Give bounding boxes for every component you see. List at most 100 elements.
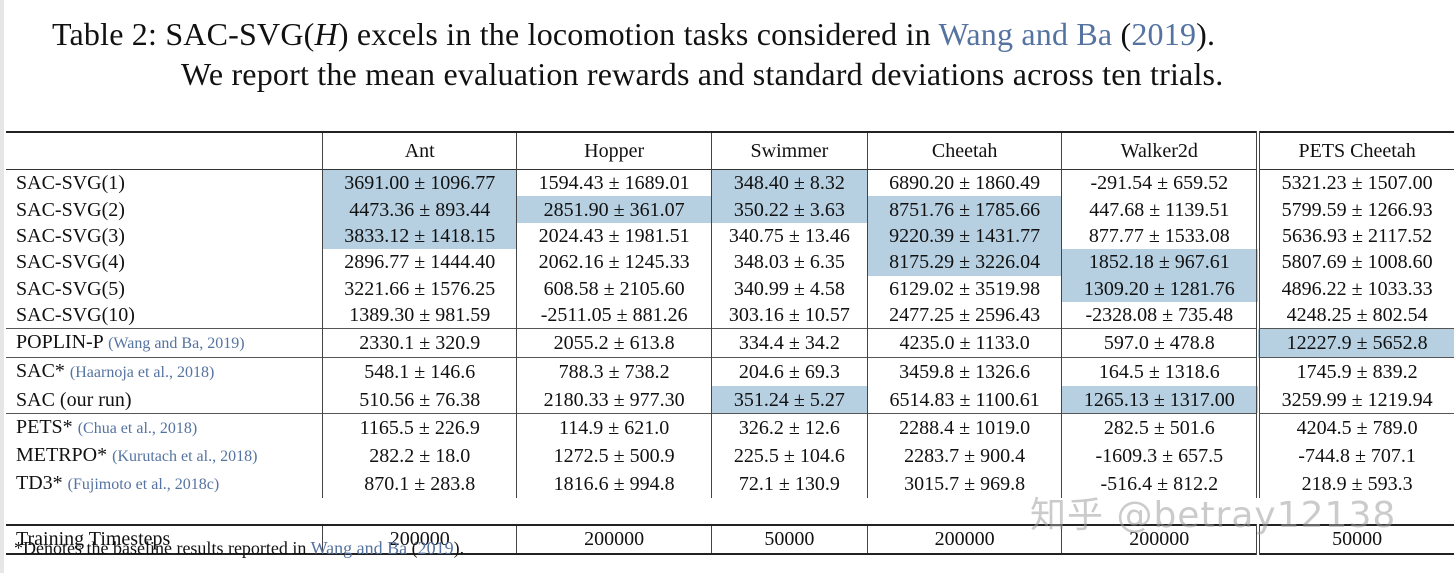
- citation-link[interactable]: Wang and Ba: [938, 16, 1113, 52]
- method-name: SAC-SVG(3): [16, 224, 125, 247]
- value-cell: 510.56 ± 76.38: [321, 386, 517, 414]
- citation-year-link[interactable]: 2019: [1131, 16, 1197, 52]
- value-cell: 6129.02 ± 3519.98: [866, 275, 1062, 302]
- value-cell: -2328.08 ± 735.48: [1061, 301, 1259, 329]
- value-cell: 447.68 ± 1139.51: [1061, 196, 1259, 223]
- value-cell: 2330.1 ± 320.9: [321, 328, 517, 358]
- value-cell: 4896.22 ± 1033.33: [1256, 275, 1454, 302]
- timesteps-value: 200000: [516, 524, 712, 555]
- method-name-cell: SAC (our run): [6, 386, 323, 413]
- value-cell: 1816.6 ± 994.8: [516, 469, 712, 498]
- value-cell: -744.8 ± 707.1: [1256, 441, 1454, 470]
- table-row: SAC-SVG(1) 3691.00 ± 1096.77 1594.43 ± 168…: [6, 169, 1454, 197]
- method-name: SAC-SVG(2): [16, 198, 125, 221]
- method-citation-link[interactable]: (Fujimoto et al., 2018c): [67, 475, 220, 493]
- training-timesteps-row: Training Timesteps 200000 200000 50000 20000…: [6, 524, 1454, 555]
- table-row: POPLIN-P (Wang and Ba, 2019) 2330.1 ± 320…: [6, 328, 1454, 358]
- value-cell: 597.0 ± 478.8: [1061, 328, 1259, 358]
- value-cell: 1165.5 ± 226.9: [321, 412, 517, 442]
- value-cell: 2180.33 ± 977.30: [516, 386, 712, 414]
- method-citation-link[interactable]: (Haarnoja et al., 2018): [69, 364, 215, 382]
- table-body: SAC-SVG(1) 3691.00 ± 1096.77 1594.43 ± 168…: [6, 169, 1454, 555]
- value-cell: 282.2 ± 18.0: [321, 441, 517, 470]
- table-row: SAC-SVG(3) 3833.12 ± 1418.15 2024.43 ± 198…: [6, 222, 1454, 250]
- highlighted-value-cell: 3691.00 ± 1096.77: [321, 169, 517, 197]
- highlighted-value-cell: 12227.9 ± 5652.8: [1256, 328, 1454, 358]
- highlighted-value-cell: 350.22 ± 3.63: [710, 196, 868, 223]
- highlighted-value-cell: 8751.76 ± 1785.66: [866, 196, 1062, 223]
- value-cell: 548.1 ± 146.6: [321, 357, 517, 387]
- table-row: PETS* (Chua et al., 2018) 1165.5 ± 226.9 1…: [6, 412, 1454, 442]
- method-name: POPLIN-P: [16, 331, 104, 354]
- value-cell: -2511.05 ± 881.26: [516, 301, 712, 329]
- method-name-cell: SAC-SVG(3): [6, 223, 323, 249]
- method-name-cell: SAC-SVG(5): [6, 276, 323, 302]
- table-row: TD3* (Fujimoto et al., 2018c) 870.1 ± 283…: [6, 469, 1454, 498]
- value-cell: 164.5 ± 1318.6: [1061, 357, 1259, 387]
- method-name-cell: PETS* (Chua et al., 2018): [6, 412, 323, 442]
- value-cell: 4235.0 ± 1133.0: [866, 328, 1062, 358]
- column-header-pets-cheetah: PETS Cheetah: [1256, 132, 1454, 170]
- footnote-citation-link[interactable]: Wang and Ba: [310, 538, 408, 558]
- method-name: METRPO*: [16, 443, 108, 466]
- column-header-ant: Ant: [321, 132, 517, 170]
- value-cell: 1745.9 ± 839.2: [1256, 357, 1454, 387]
- value-cell: 877.77 ± 1533.08: [1061, 222, 1259, 250]
- results-table: Ant Hopper Swimmer Cheetah Walker2d PETS Chee…: [6, 131, 1454, 555]
- highlighted-value-cell: 1265.13 ± 1317.00: [1061, 386, 1259, 414]
- highlighted-value-cell: 8175.29 ± 3226.04: [866, 249, 1062, 276]
- method-citation-link[interactable]: (Chua et al., 2018): [77, 419, 198, 437]
- timesteps-value: 50000: [710, 524, 868, 555]
- value-cell: 788.3 ± 738.2: [516, 357, 712, 387]
- value-cell: 4204.5 ± 789.0: [1256, 412, 1454, 442]
- timesteps-value: 200000: [321, 524, 517, 555]
- footnote-citation-year-link[interactable]: 2019: [417, 538, 454, 558]
- table-row: SAC-SVG(2) 4473.36 ± 893.44 2851.90 ± 361.…: [6, 196, 1454, 223]
- value-cell: 3259.99 ± 1219.94: [1256, 386, 1454, 414]
- table-row: SAC-SVG(4) 2896.77 ± 1444.40 2062.16 ± 124…: [6, 249, 1454, 276]
- highlighted-value-cell: 3833.12 ± 1418.15: [321, 222, 517, 250]
- footnote: *Denotes the baseline results reported i…: [14, 538, 465, 558]
- table-row: SAC-SVG(5) 3221.66 ± 1576.25 608.58 ± 2105…: [6, 275, 1454, 302]
- value-cell: 870.1 ± 283.8: [321, 469, 517, 498]
- highlighted-value-cell: 348.40 ± 8.32: [710, 169, 868, 197]
- highlighted-value-cell: 351.24 ± 5.27: [710, 386, 868, 414]
- value-cell: 2062.16 ± 1245.33: [516, 249, 712, 276]
- value-cell: 2288.4 ± 1019.0: [866, 412, 1062, 442]
- method-name: SAC*: [16, 360, 65, 383]
- value-cell: 1594.43 ± 1689.01: [516, 169, 712, 197]
- value-cell: 6890.20 ± 1860.49: [866, 169, 1062, 197]
- page-edge: [0, 0, 4, 573]
- highlighted-value-cell: 9220.39 ± 1431.77: [866, 222, 1062, 250]
- value-cell: 2055.2 ± 613.8: [516, 328, 712, 358]
- spacer-row: [6, 498, 1454, 525]
- value-cell: 340.99 ± 4.58: [710, 275, 868, 302]
- value-cell: 303.16 ± 10.57: [710, 301, 868, 329]
- value-cell: 3221.66 ± 1576.25: [321, 275, 517, 302]
- caption-line-1: Table 2: SAC-SVG(H) excels in the locomo…: [52, 16, 1216, 52]
- table-caption: Table 2: SAC-SVG(H) excels in the locomo…: [52, 14, 1223, 94]
- method-name-cell: SAC-SVG(10): [6, 302, 323, 329]
- method-citation-link[interactable]: (Wang and Ba, 2019): [108, 335, 245, 353]
- value-cell: 2477.25 ± 2596.43: [866, 301, 1062, 329]
- value-cell: 225.5 ± 104.6: [710, 441, 868, 470]
- value-cell: 5799.59 ± 1266.93: [1256, 196, 1454, 223]
- value-cell: 5636.93 ± 2117.52: [1256, 222, 1454, 250]
- column-header-swimmer: Swimmer: [710, 132, 868, 170]
- column-header-walker2d: Walker2d: [1061, 132, 1259, 170]
- value-cell: 72.1 ± 130.9: [710, 469, 868, 498]
- value-cell: 1272.5 ± 500.9: [516, 441, 712, 470]
- value-cell: 5807.69 ± 1008.60: [1256, 249, 1454, 276]
- value-cell: 3459.8 ± 1326.6: [866, 357, 1062, 387]
- column-header-hopper: Hopper: [516, 132, 712, 170]
- value-cell: 4248.25 ± 802.54: [1256, 301, 1454, 329]
- method-name-cell: METRPO* (Kurutach et al., 2018): [6, 442, 323, 470]
- highlighted-value-cell: 4473.36 ± 893.44: [321, 196, 517, 223]
- header-row: Ant Hopper Swimmer Cheetah Walker2d PETS Chee…: [6, 132, 1454, 170]
- caption-line-2: We report the mean evaluation rewards an…: [181, 56, 1224, 92]
- value-cell: 218.9 ± 593.3: [1256, 469, 1454, 498]
- highlighted-value-cell: 1309.20 ± 1281.76: [1061, 275, 1259, 302]
- timesteps-value: 200000: [1061, 524, 1259, 555]
- table-row: SAC-SVG(10) 1389.30 ± 981.59 -2511.05 ± 88…: [6, 301, 1454, 329]
- method-citation-link[interactable]: (Kurutach et al., 2018): [112, 447, 258, 465]
